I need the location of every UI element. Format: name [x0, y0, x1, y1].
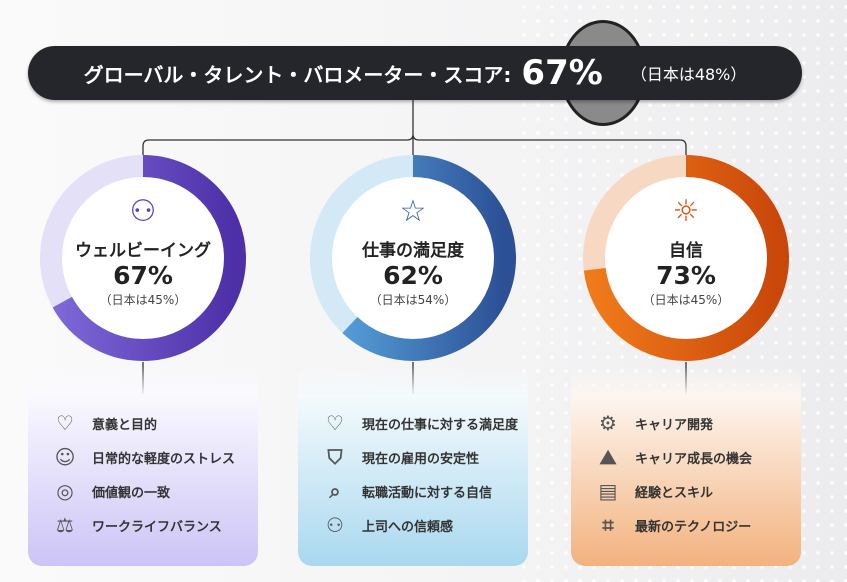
person-stars-icon: ☆: [399, 194, 427, 229]
list-item: ♡ 意義と目的: [48, 406, 258, 440]
person-sun-icon: ☼: [672, 194, 700, 229]
pillar-score: 62%: [383, 261, 443, 290]
list-item-label: ワークライフバランス: [92, 519, 222, 535]
ring-label-group: ☆ 仕事の満足度 62% （日本は54%）: [313, 192, 513, 308]
list-item-label: 現在の雇用の安定性: [362, 451, 480, 467]
list-item: ♡ 現在の仕事に対する満足度: [318, 406, 528, 440]
list-item: ⚖ ワークライフバランス: [48, 508, 258, 542]
list-item-label: キャリア成長の機会: [635, 451, 753, 467]
list-item-label: キャリア開発: [635, 417, 714, 433]
team-icon: ⚇: [326, 513, 344, 537]
briefcase-search-icon: ⌕: [329, 479, 341, 503]
pillar-label: 自信: [669, 241, 703, 261]
ring-label-group: ☼ 自信 73% （日本は45%）: [586, 192, 786, 308]
pillar-card: ⚙ キャリア開発 ⛰ キャリア成長の機会 ▤ 経験とスキル ⌗ 最新のテクノロジ…: [571, 366, 801, 566]
climber-icon: ⛰: [599, 445, 617, 469]
target-icon: ◎: [56, 479, 74, 503]
banner-score: 67%: [521, 53, 603, 93]
list-item-label: 日常的な軽度のストレス: [92, 451, 236, 467]
ring-progress-arc: [583, 155, 789, 361]
ring-progress-arc: [40, 155, 246, 361]
shield-briefcase-icon: ⛉: [327, 445, 343, 469]
global-score-banner: グローバル・タレント・バロメーター・スコア: 67% （日本は48%）: [28, 46, 802, 100]
list-item: ☺ 日常的な軽度のストレス: [48, 440, 258, 474]
list-item-label: 上司への信頼感: [362, 519, 454, 535]
list-item: ⚙ キャリア開発: [591, 406, 801, 440]
list-item: ⛰ キャリア成長の機会: [591, 440, 801, 474]
scale-icon: ⚖: [56, 513, 74, 537]
banner-title: グローバル・タレント・バロメーター・スコア:: [83, 62, 512, 87]
list-item-label: 現在の仕事に対する満足度: [362, 417, 519, 433]
list-item: ⛉ 現在の雇用の安定性: [318, 440, 528, 474]
list-item-label: 転職活動に対する自信: [362, 485, 493, 501]
ring-progress-arc: [310, 155, 516, 361]
banner-japan-score: （日本は48%）: [630, 65, 747, 84]
tech-frame-icon: ⌗: [602, 513, 614, 537]
pillar-score: 73%: [656, 261, 716, 290]
connector-lines: [142, 100, 687, 156]
pillar-score: 67%: [113, 261, 173, 290]
list-item: ▤ 経験とスキル: [591, 474, 801, 508]
list-item: ⌕ 転職活動に対する自信: [318, 474, 528, 508]
pillar-label: ウェルビーイング: [75, 241, 211, 261]
clipboard-plan-icon: ▤: [598, 479, 618, 503]
pillar-card: ♡ 現在の仕事に対する満足度 ⛉ 現在の雇用の安定性 ⌕ 転職活動に対する自信 …: [298, 366, 528, 566]
list-item: ⌗ 最新のテクノロジー: [591, 508, 801, 542]
head-lotus-icon: ☺: [54, 445, 76, 469]
list-item-label: 価値観の一致: [92, 485, 171, 501]
list-item: ⚇ 上司への信頼感: [318, 508, 528, 542]
pillar-label: 仕事の満足度: [362, 241, 464, 261]
briefcase-heart-icon: ♡: [326, 411, 344, 435]
gear-laptop-icon: ⚙: [599, 411, 617, 435]
pillar-card: ♡ 意義と目的 ☺ 日常的な軽度のストレス ◎ 価値観の一致 ⚖ ワークライフバ…: [28, 366, 258, 566]
list-item: ◎ 価値観の一致: [48, 474, 258, 508]
people-hands-icon: ⚇: [129, 194, 157, 229]
list-item-label: 意義と目的: [92, 417, 158, 433]
pillar-japan-score: （日本は45%）: [642, 293, 730, 307]
list-item-label: 経験とスキル: [635, 485, 714, 501]
pillar-japan-score: （日本は45%）: [99, 293, 187, 307]
heart-hand-icon: ♡: [56, 411, 74, 435]
pillar-japan-score: （日本は54%）: [369, 293, 457, 307]
list-item-label: 最新のテクノロジー: [635, 519, 752, 535]
ring-label-group: ⚇ ウェルビーイング 67% （日本は45%）: [43, 192, 243, 308]
